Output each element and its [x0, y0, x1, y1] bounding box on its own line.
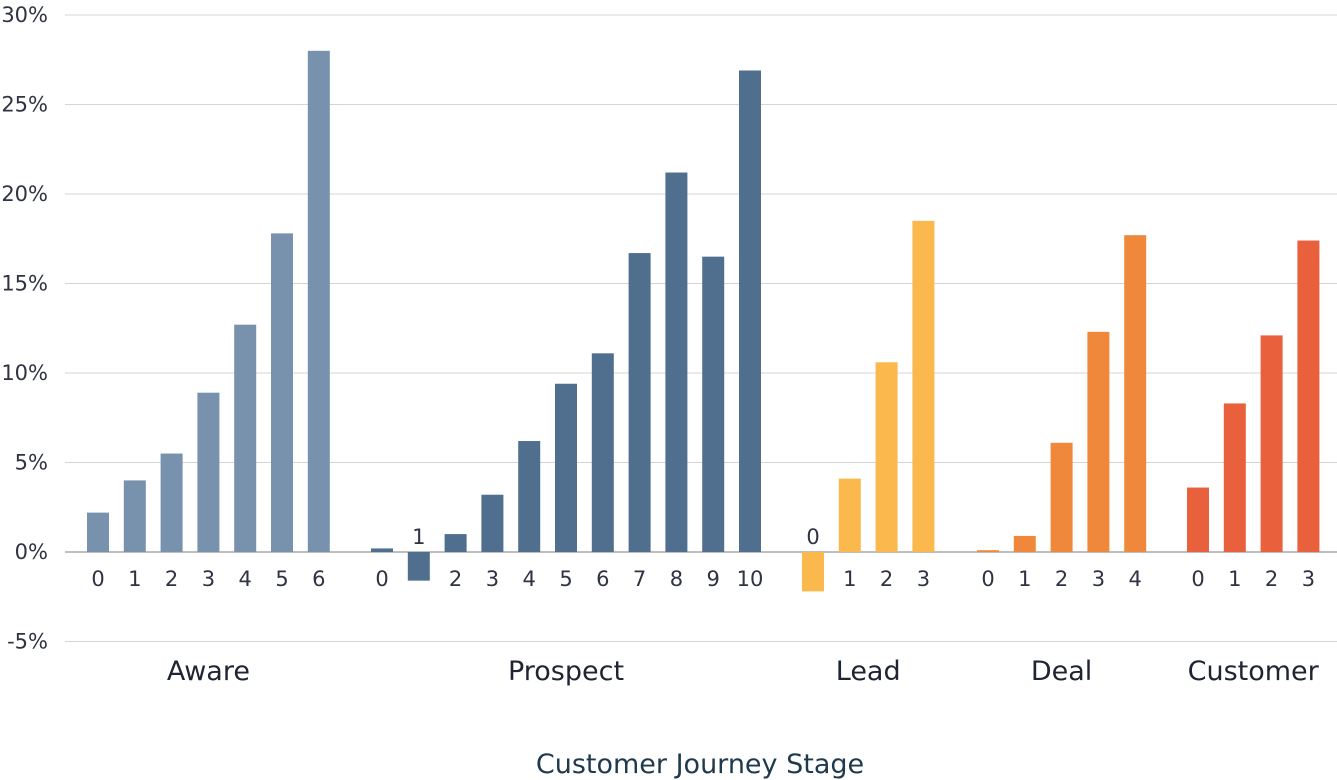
- x-tick-label: 6: [312, 567, 325, 591]
- x-axis-title: Customer Journey Stage: [536, 749, 864, 780]
- x-tick-label: 4: [239, 567, 252, 591]
- bar: [739, 70, 761, 553]
- x-tick-label: 0: [1191, 567, 1204, 591]
- x-tick-label: 2: [880, 567, 893, 591]
- x-tick-label: 0: [806, 525, 819, 549]
- bar: [234, 324, 257, 552]
- bar: [838, 478, 861, 552]
- bar: [802, 552, 824, 592]
- x-tick-label: 0: [981, 567, 994, 591]
- bar: [307, 50, 330, 553]
- x-tick-label: 2: [1055, 567, 1068, 591]
- bar: [160, 453, 183, 552]
- bar: [702, 256, 725, 552]
- bar: [197, 392, 220, 552]
- x-tick-label: 3: [202, 567, 215, 591]
- x-tick-label: 8: [670, 567, 683, 591]
- x-tick-label: 3: [1092, 567, 1105, 591]
- x-tick-label: 5: [275, 567, 288, 591]
- x-tick-label: 10: [737, 567, 764, 591]
- x-tick-label: 7: [633, 567, 646, 591]
- y-tick-label: 5%: [15, 451, 48, 475]
- x-tick-label: 2: [165, 567, 178, 591]
- bar: [665, 172, 688, 552]
- bar: [555, 383, 577, 552]
- bars-layer: [87, 50, 1320, 592]
- x-tick-label: 3: [486, 567, 499, 591]
- bar: [271, 233, 293, 552]
- bar: [407, 552, 430, 581]
- x-tick-label: 9: [707, 567, 720, 591]
- y-tick-label: 25%: [1, 93, 48, 117]
- x-tick-label: 1: [1018, 567, 1031, 591]
- y-tick-label: 10%: [1, 361, 48, 385]
- bar: [518, 441, 541, 552]
- bar: [371, 548, 393, 552]
- group-label: Lead: [836, 656, 901, 687]
- bar: [628, 253, 651, 552]
- group-label: Prospect: [508, 656, 624, 687]
- x-tick-label: 2: [449, 567, 462, 591]
- x-tick-label: 3: [917, 567, 930, 591]
- bar: [1223, 403, 1246, 552]
- x-tick-label: 5: [559, 567, 572, 591]
- bar: [1124, 235, 1147, 553]
- x-tick-label: 0: [91, 567, 104, 591]
- bar: [1087, 331, 1110, 552]
- y-tick-label: 15%: [1, 272, 48, 296]
- bar: [591, 353, 614, 552]
- y-tick-label: 30%: [1, 3, 48, 27]
- group-label: Customer: [1188, 656, 1320, 687]
- x-tick-label: 1: [412, 525, 425, 549]
- x-tick-label: 4: [1129, 567, 1142, 591]
- x-tick-label: 1: [1228, 567, 1241, 591]
- bar: [1013, 535, 1036, 552]
- y-tick-label: -5%: [7, 630, 48, 654]
- bar: [1187, 487, 1209, 552]
- bar: [1297, 240, 1320, 553]
- x-tick-label: 0: [375, 567, 388, 591]
- bar: [1050, 442, 1073, 552]
- x-tick-label: 4: [523, 567, 536, 591]
- bar: [1260, 335, 1283, 552]
- group-label: Aware: [167, 656, 250, 687]
- x-tick-label: 1: [843, 567, 856, 591]
- bar: [444, 534, 467, 552]
- bar: [875, 362, 898, 552]
- bar: [123, 480, 146, 552]
- x-tick-label: 1: [128, 567, 141, 591]
- bar: [481, 494, 504, 552]
- bar: [977, 550, 999, 552]
- bar: [912, 220, 935, 552]
- bar: [87, 512, 109, 552]
- x-tick-label: 3: [1302, 567, 1315, 591]
- group-label: Deal: [1031, 656, 1092, 687]
- y-tick-label: 0%: [15, 540, 48, 564]
- y-tick-label: 20%: [1, 182, 48, 206]
- x-tick-label: 2: [1265, 567, 1278, 591]
- x-tick-label: 6: [596, 567, 609, 591]
